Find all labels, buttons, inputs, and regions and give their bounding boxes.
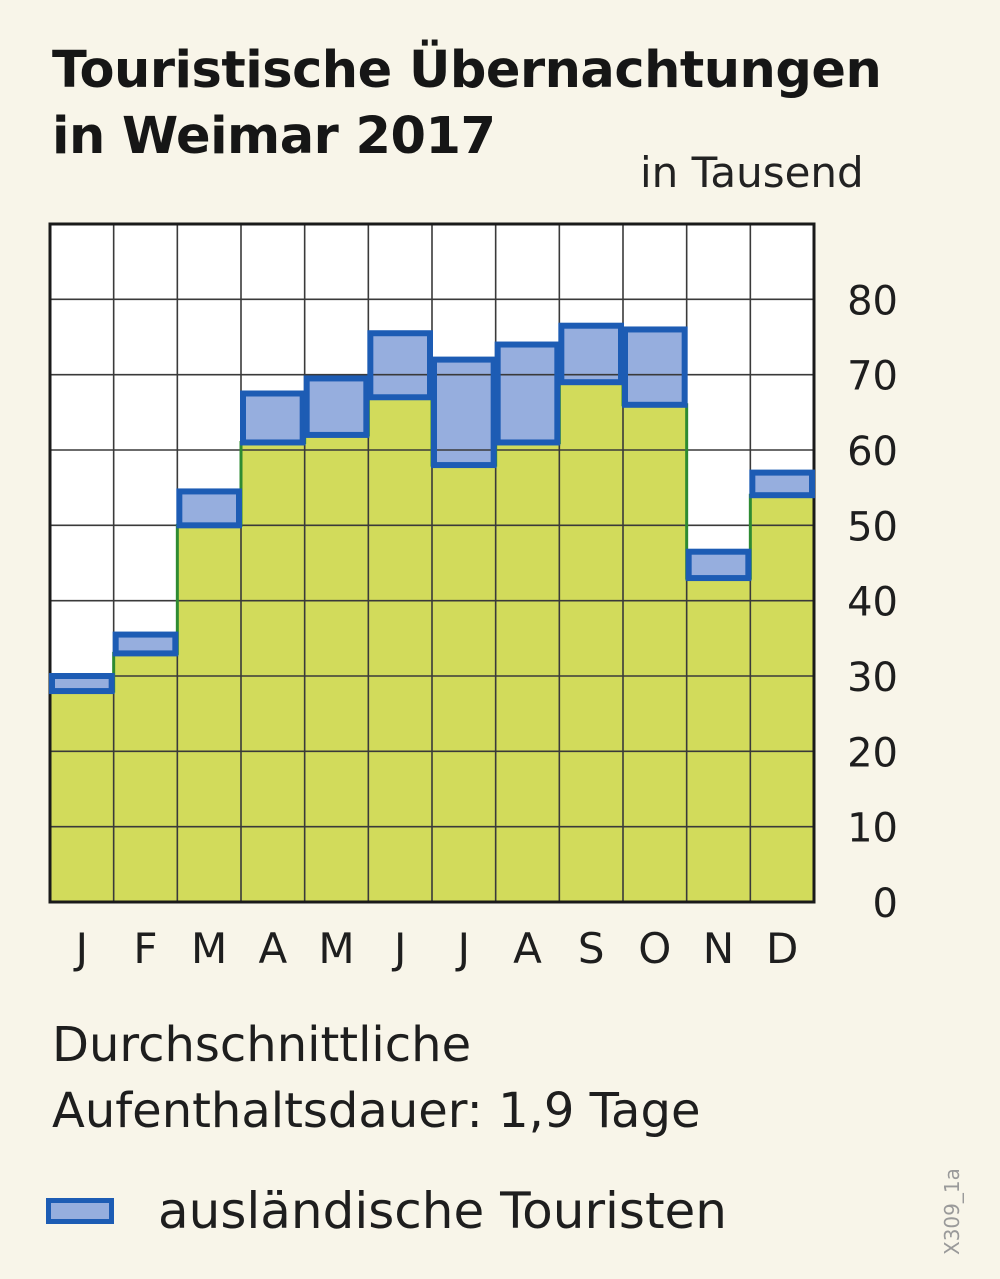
bar-foreign-outline-2	[176, 488, 242, 529]
bar-foreign-2	[177, 491, 241, 526]
bar-domestic-7	[495, 442, 560, 902]
x-tick-0: J	[73, 924, 88, 973]
bar-domestic-0	[50, 691, 114, 902]
bar-foreign-9	[623, 329, 687, 405]
footnote-line-1: Durchschnittliche	[52, 1017, 472, 1073]
foreign-bars	[50, 325, 814, 692]
bar-foreign-outline-10	[685, 548, 752, 582]
bar-domestic-5	[368, 397, 432, 902]
y-tick-4: 40	[847, 580, 898, 626]
bar-foreign-outline-5	[367, 330, 434, 401]
y-tick-2: 20	[847, 730, 898, 776]
y-tick-1: 10	[847, 806, 898, 852]
x-tick-3: A	[258, 924, 287, 973]
bar-domestic-1	[113, 653, 178, 902]
bar-foreign-8	[559, 325, 623, 383]
legend-swatch-foreign	[46, 1198, 114, 1224]
bar-foreign-outline-3	[240, 390, 306, 446]
x-tick-11: D	[766, 924, 798, 973]
y-tick-3: 30	[847, 655, 898, 701]
x-tick-9: O	[638, 924, 671, 973]
bar-foreign-outline-1	[112, 631, 179, 657]
bar-foreign-4	[304, 378, 369, 435]
chart-title-line-1: Touristische Übernachtungen	[52, 41, 882, 100]
bar-foreign-1	[113, 634, 178, 654]
plot-frame	[48, 222, 816, 904]
bar-foreign-outline-0	[49, 673, 115, 695]
y-tick-7: 70	[847, 354, 898, 400]
bar-foreign-6	[432, 359, 496, 466]
y-tick-0: 0	[873, 881, 898, 927]
x-tick-7: A	[513, 924, 542, 973]
x-tick-2: M	[191, 924, 227, 973]
bar-domestic-11	[750, 495, 814, 902]
footnote: Durchschnittliche Aufenthaltsdauer: 1,9 …	[52, 1012, 700, 1144]
bar-foreign-outline-9	[622, 326, 688, 408]
bar-foreign-5	[368, 333, 432, 398]
bar-foreign-0	[50, 676, 114, 692]
x-tick-8: S	[578, 924, 605, 973]
legend: ausländische Touristen	[46, 1182, 727, 1240]
bar-domestic-4	[304, 434, 369, 902]
bar-foreign-3	[241, 393, 305, 443]
chart-title-line-2: in Weimar 2017	[52, 107, 496, 166]
bar-foreign-outline-4	[303, 375, 370, 438]
bar-foreign-10	[686, 551, 751, 579]
y-tick-8: 80	[847, 278, 898, 324]
bar-domestic-9	[623, 404, 687, 902]
image-code: X309_1a	[940, 1168, 964, 1255]
bar-domestic-10	[686, 578, 751, 902]
footnote-line-2: Aufenthaltsdauer: 1,9 Tage	[52, 1083, 701, 1139]
x-tick-1: F	[133, 924, 157, 973]
bar-foreign-11	[750, 472, 814, 496]
y-tick-5: 50	[847, 504, 898, 550]
x-tick-4: M	[318, 924, 354, 973]
bar-foreign-outline-6	[431, 356, 497, 469]
x-tick-6: J	[455, 924, 470, 973]
legend-label-foreign: ausländische Touristen	[158, 1182, 727, 1240]
bar-domestic-8	[559, 382, 623, 902]
unit-label: in Tausend	[640, 148, 864, 197]
bar-foreign-7	[495, 344, 560, 443]
bar-foreign-outline-7	[494, 341, 561, 446]
bar-foreign-outline-8	[558, 322, 624, 386]
bar-outlines	[49, 322, 815, 695]
y-tick-6: 60	[847, 429, 898, 475]
y-axis-ticks: 0 10 20 30 40 50 60 70 80	[847, 278, 898, 927]
bar-domestic-6	[432, 465, 496, 902]
bar-domestic-2	[177, 525, 241, 902]
bar-foreign-outline-11	[749, 469, 815, 499]
bar-domestic-3	[241, 442, 305, 902]
x-tick-5: J	[391, 924, 406, 973]
x-tick-10: N	[703, 924, 734, 973]
chart-title: Touristische Übernachtungen in Weimar 20…	[52, 38, 972, 170]
